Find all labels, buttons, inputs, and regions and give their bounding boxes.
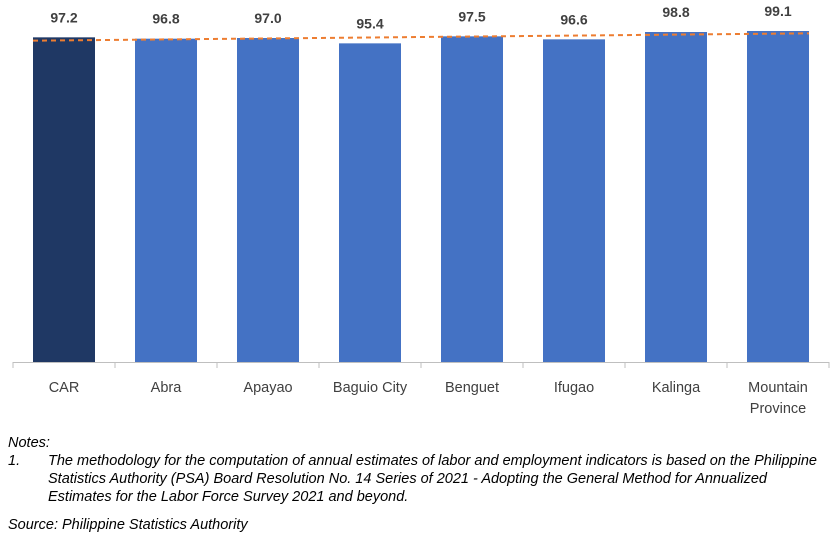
- data-label: 99.1: [764, 3, 791, 19]
- trendline: [32, 32, 810, 42]
- notes: Notes: 1. The methodology for the comput…: [8, 434, 828, 506]
- x-tick-label: Ifugao: [554, 380, 594, 396]
- note-text: The methodology for the computation of a…: [48, 453, 817, 505]
- x-tick-label: Mountain Province: [748, 380, 808, 417]
- data-label: 97.0: [254, 10, 281, 26]
- bar-ifugao: [543, 39, 605, 362]
- data-label: 96.8: [152, 11, 179, 27]
- bar-abra: [135, 38, 197, 363]
- bar-kalinga: [645, 32, 707, 363]
- x-tick-label: Baguio City: [333, 380, 408, 396]
- note-item: 1. The methodology for the computation o…: [8, 452, 828, 506]
- x-tick-label: CAR: [49, 380, 80, 396]
- note-number: 1.: [8, 453, 21, 469]
- bar-benguet: [441, 36, 503, 363]
- data-label: 97.2: [50, 9, 77, 25]
- bar-car: [33, 37, 95, 362]
- x-tick-label: Apayao: [243, 380, 292, 396]
- data-label: 95.4: [356, 15, 383, 31]
- data-label: 97.5: [458, 8, 485, 24]
- bar-chart: 97.2 96.8 97.0 95.4 97.5 96.6 98.8 99.1 CAR Abra A…: [12, 3, 830, 417]
- source-note: Source: Philippine Statistics Authority: [8, 517, 248, 533]
- x-tick-label: Kalinga: [652, 380, 701, 396]
- bar-mountain-province: [747, 31, 809, 362]
- x-tick-label: Abra: [151, 380, 183, 396]
- x-tick-label: Benguet: [445, 380, 499, 396]
- notes-heading: Notes:: [8, 435, 50, 451]
- bar-apayao: [237, 38, 299, 362]
- data-label: 96.6: [560, 11, 587, 27]
- bar-baguio-city: [339, 43, 401, 363]
- data-label: 98.8: [662, 4, 689, 20]
